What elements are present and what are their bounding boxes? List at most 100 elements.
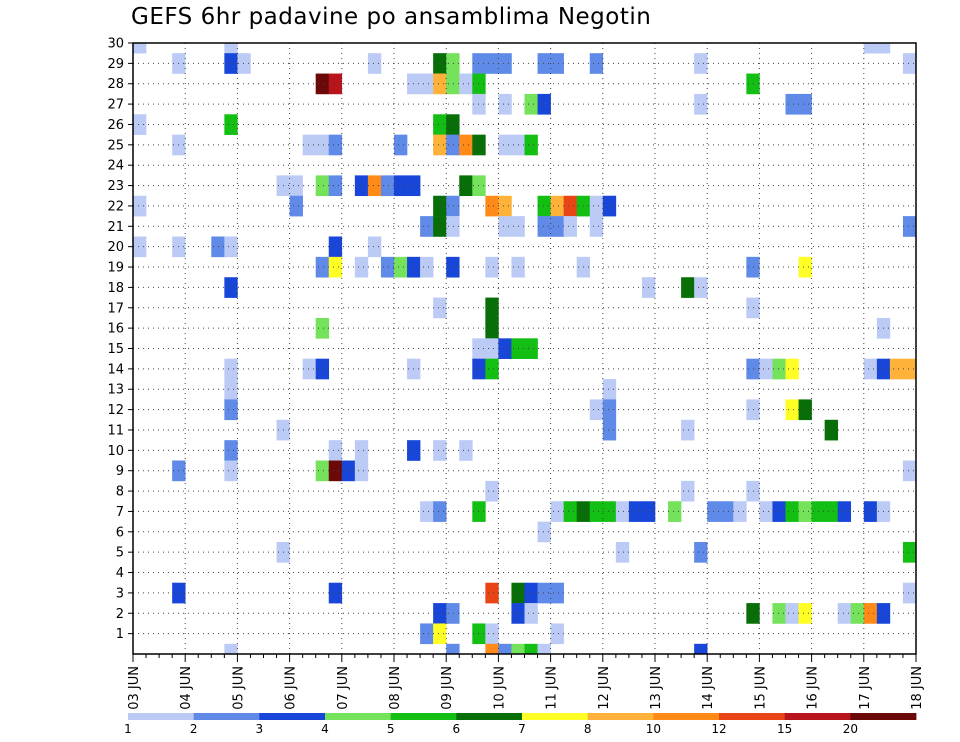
colorbar-segment	[587, 713, 654, 720]
heatmap-cell	[224, 440, 238, 461]
heatmap-cell	[459, 440, 473, 461]
heatmap-cell	[615, 541, 630, 563]
heatmap-cell	[681, 277, 695, 298]
heatmap-cell	[668, 501, 682, 522]
heatmap-cell	[420, 623, 434, 645]
heatmap-cell	[302, 134, 316, 156]
heatmap-cell	[354, 440, 369, 461]
y-tick-label: 7	[116, 505, 124, 520]
heatmap-cell	[772, 501, 786, 522]
heatmap-cell	[602, 379, 617, 400]
colorbar-segment	[128, 713, 195, 720]
heatmap-cell	[563, 216, 577, 237]
y-tick-label: 29	[107, 57, 124, 72]
colorbar: 1 2 3 4 5 6 7 8 10 12 15 20	[124, 713, 917, 736]
heatmap-cell	[759, 501, 773, 522]
heatmap-cell	[354, 460, 369, 482]
heatmap-cell	[433, 114, 447, 135]
heatmap-cell	[459, 134, 473, 156]
heatmap-cell	[485, 643, 499, 655]
heatmap-cell	[850, 603, 865, 624]
y-tick-label: 2	[116, 607, 124, 622]
x-tick-label: 07 JUN	[336, 666, 351, 710]
x-tick-label: 13 JUN	[649, 666, 664, 710]
heatmap-cell	[550, 195, 564, 217]
x-tick-label: 04 JUN	[179, 666, 194, 710]
heatmap-cell	[550, 216, 564, 237]
colorbar-label: 6	[453, 722, 461, 736]
heatmap-cell	[433, 623, 447, 645]
heatmap-cell	[785, 93, 799, 115]
colorbar-segment	[390, 713, 457, 720]
heatmap-cell	[550, 53, 564, 74]
heatmap-cell	[550, 501, 564, 522]
heatmap-cell	[772, 603, 786, 624]
colorbar-label: 15	[777, 722, 792, 736]
heatmap-cell	[524, 338, 538, 359]
heatmap-cell	[133, 236, 147, 258]
heatmap-cell	[798, 399, 812, 421]
heatmap-cell	[224, 643, 238, 655]
heatmap-cell	[589, 399, 604, 421]
heatmap-cell	[876, 43, 891, 54]
x-tick-label: 10 JUN	[492, 666, 507, 710]
heatmap-cell	[537, 53, 551, 74]
heatmap-cell	[433, 440, 447, 461]
heatmap-cell	[485, 480, 499, 502]
heatmap-cell	[302, 358, 316, 380]
heatmap-cell	[498, 195, 512, 217]
heatmap-cell	[289, 175, 303, 197]
heatmap-cell	[694, 53, 708, 74]
heatmap-cell	[315, 358, 330, 380]
colorbar-segment	[784, 713, 851, 720]
heatmap-cell	[420, 73, 434, 95]
y-tick-label: 30	[107, 37, 124, 52]
heatmap-cell	[315, 460, 330, 482]
heatmap-cell	[420, 216, 434, 237]
y-tick-label: 14	[107, 362, 124, 377]
heatmap-cell	[889, 358, 904, 380]
x-axis: 03 JUN 04 JUN 05 JUN 06 JUN 07 JUN 08 JUN 09 J…	[127, 654, 925, 710]
heatmap-cell	[433, 195, 447, 217]
y-tick-label: 9	[116, 464, 124, 479]
x-tick-label: 15 JUN	[753, 666, 768, 710]
heatmap-cell	[433, 297, 447, 319]
x-tick-label: 14 JUN	[701, 666, 716, 710]
heatmap-cell	[380, 256, 395, 278]
colorbar-label: 20	[843, 722, 858, 736]
x-tick-label: 18 JUN	[910, 666, 925, 710]
heatmap-cell	[863, 501, 878, 522]
heatmap-cell	[524, 582, 538, 604]
heatmap-cell	[589, 195, 604, 217]
y-tick-label: 11	[107, 423, 124, 438]
heatmap-cell	[602, 399, 617, 421]
heatmap-cell	[537, 216, 551, 237]
y-tick-label: 23	[107, 179, 124, 194]
heatmap-cell	[485, 256, 499, 278]
heatmap-cell	[328, 460, 343, 482]
heatmap-cell	[798, 603, 812, 624]
y-tick-label: 16	[107, 322, 124, 337]
heatmap-cell	[224, 358, 238, 380]
heatmap-cell	[315, 134, 330, 156]
heatmap-cell	[550, 582, 564, 604]
heatmap-cell	[798, 501, 812, 522]
heatmap-cell	[315, 175, 330, 197]
colorbar-segment	[259, 713, 326, 720]
heatmap-cell	[681, 419, 695, 441]
heatmap-cell	[902, 53, 917, 74]
heatmap-cell	[328, 582, 343, 604]
heatmap-cell	[224, 399, 238, 421]
heatmap-cell	[615, 501, 630, 522]
heatmap-cell	[485, 317, 499, 339]
heatmap-cell	[837, 501, 852, 522]
heatmap-cell	[785, 358, 799, 380]
heatmap-cell	[498, 643, 512, 655]
chart-title: GEFS 6hr padavine po ansamblima Negotin	[131, 4, 652, 30]
heatmap-cell	[863, 358, 878, 380]
y-tick-label: 8	[116, 485, 124, 500]
y-tick-label: 13	[107, 383, 124, 398]
heatmap-cell	[602, 195, 617, 217]
heatmap-cell	[524, 93, 538, 115]
heatmap-cell	[902, 460, 917, 482]
